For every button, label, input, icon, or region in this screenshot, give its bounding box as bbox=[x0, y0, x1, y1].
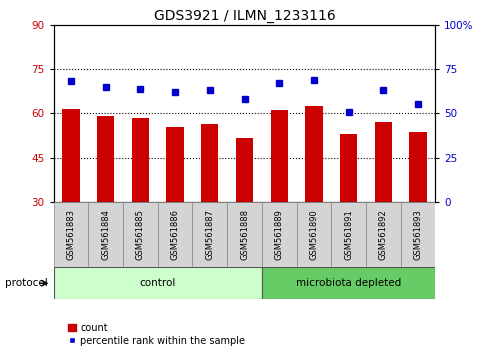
Bar bbox=[123, 202, 158, 267]
Bar bbox=[54, 267, 261, 299]
Text: GSM561885: GSM561885 bbox=[136, 209, 144, 260]
Bar bbox=[97, 116, 114, 290]
Text: protocol: protocol bbox=[5, 278, 47, 288]
Legend: count, percentile rank within the sample: count, percentile rank within the sample bbox=[68, 323, 244, 346]
Text: GSM561887: GSM561887 bbox=[205, 209, 214, 260]
Bar bbox=[365, 202, 400, 267]
Bar bbox=[305, 106, 322, 290]
Bar bbox=[261, 267, 434, 299]
Bar bbox=[408, 132, 426, 290]
Text: GSM561893: GSM561893 bbox=[412, 209, 422, 260]
Bar bbox=[54, 202, 88, 267]
Bar bbox=[339, 134, 356, 290]
Bar bbox=[192, 202, 227, 267]
Text: GSM561889: GSM561889 bbox=[274, 209, 283, 260]
Text: GSM561884: GSM561884 bbox=[101, 209, 110, 260]
Bar bbox=[132, 118, 149, 290]
Bar bbox=[270, 110, 287, 290]
Bar bbox=[330, 202, 365, 267]
Bar bbox=[166, 127, 183, 290]
Bar bbox=[296, 202, 330, 267]
Text: GSM561892: GSM561892 bbox=[378, 209, 387, 260]
Bar bbox=[261, 202, 296, 267]
Text: GSM561888: GSM561888 bbox=[240, 209, 248, 260]
Text: GSM561891: GSM561891 bbox=[344, 209, 352, 260]
Bar bbox=[62, 109, 80, 290]
Bar bbox=[227, 202, 261, 267]
Bar bbox=[400, 202, 434, 267]
Text: GSM561890: GSM561890 bbox=[309, 209, 318, 260]
Text: microbiota depleted: microbiota depleted bbox=[295, 278, 400, 288]
Bar bbox=[201, 124, 218, 290]
Text: GDS3921 / ILMN_1233116: GDS3921 / ILMN_1233116 bbox=[153, 9, 335, 23]
Bar bbox=[374, 122, 391, 290]
Bar bbox=[158, 202, 192, 267]
Bar bbox=[88, 202, 123, 267]
Text: GSM561883: GSM561883 bbox=[66, 209, 76, 260]
Text: GSM561886: GSM561886 bbox=[170, 209, 179, 260]
Bar bbox=[235, 138, 253, 290]
Text: control: control bbox=[140, 278, 176, 288]
